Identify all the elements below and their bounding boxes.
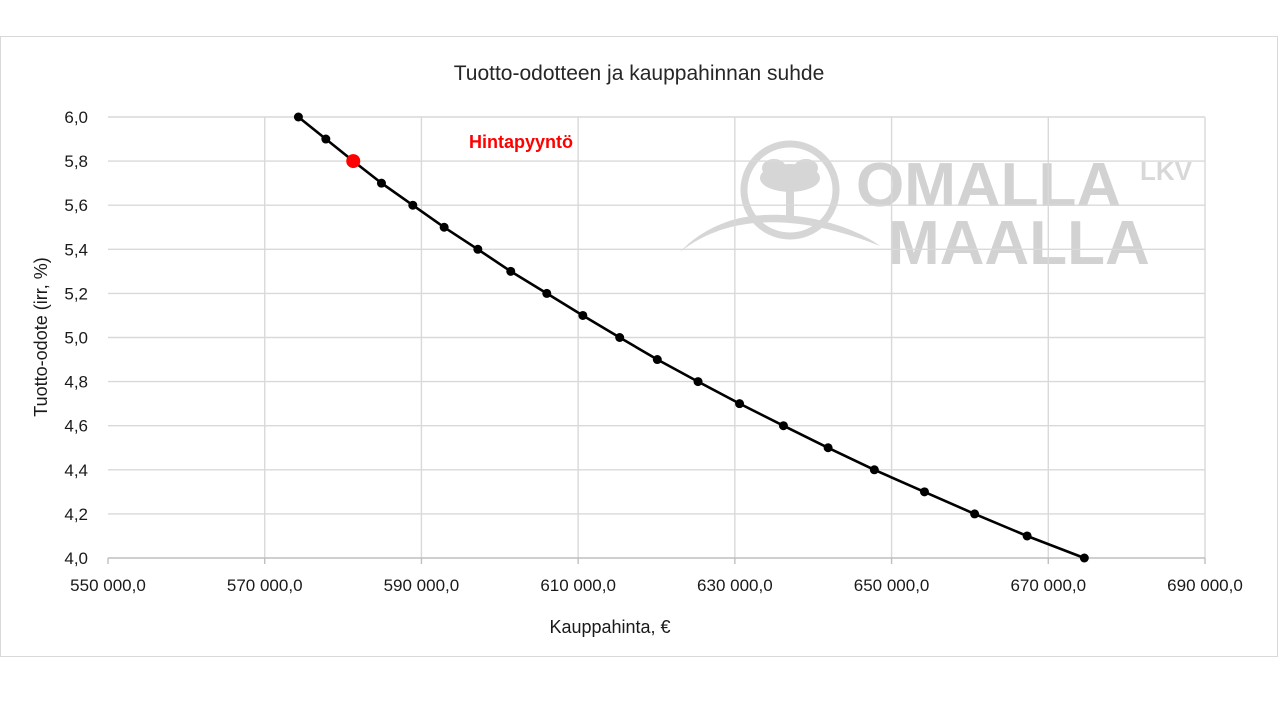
y-tick-label: 5,6	[64, 196, 88, 215]
y-tick-label: 4,4	[64, 461, 88, 480]
data-point	[1079, 553, 1089, 563]
data-point	[919, 487, 929, 497]
data-point	[1022, 531, 1032, 541]
data-point	[869, 465, 879, 475]
watermark-logo: OMALLA MAALLA LKV	[680, 140, 1193, 278]
y-tick-label: 5,8	[64, 152, 88, 171]
tree-icon	[760, 159, 820, 218]
chart-title: Tuotto-odotteen ja kauppahinnan suhde	[454, 62, 825, 85]
data-point	[735, 399, 745, 409]
grid-lines	[108, 116, 1206, 558]
chart-frame	[0, 36, 1278, 657]
y-tick-label: 5,0	[64, 329, 88, 348]
data-point	[823, 443, 833, 453]
axes	[107, 557, 1206, 564]
x-tick-label: 610 000,0	[540, 576, 616, 595]
highlight-point	[346, 154, 361, 169]
y-tick-label: 4,6	[64, 417, 88, 436]
x-tick-label: 550 000,0	[70, 576, 146, 595]
y-tick-label: 4,0	[64, 549, 88, 568]
y-tick-labels: 6,0 5,8 5,6 5,4 5,2 5,0 4,8 4,6 4,4 4,2 4,0	[64, 108, 88, 568]
y-tick-label: 6,0	[64, 108, 88, 127]
y-tick-label: 4,2	[64, 505, 88, 524]
x-tick-label: 630 000,0	[697, 576, 773, 595]
x-tick-label: 670 000,0	[1010, 576, 1086, 595]
data-point	[473, 244, 483, 254]
y-tick-label: 4,8	[64, 373, 88, 392]
y-tick-label: 5,2	[64, 284, 88, 303]
data-point	[693, 377, 703, 387]
y-axis-label: Tuotto-odote (irr, %)	[31, 257, 51, 416]
data-point	[578, 310, 588, 320]
y-tick-label: 5,4	[64, 240, 88, 259]
data-point	[970, 509, 980, 519]
data-point	[506, 266, 516, 276]
data-point	[293, 112, 303, 122]
watermark-line1: OMALLA	[856, 151, 1121, 220]
logo-ring	[740, 140, 840, 240]
data-point	[542, 288, 552, 298]
data-point	[652, 355, 662, 365]
annotation-hintapyynto: Hintapyyntö	[469, 132, 573, 152]
watermark-line2: MAALLA	[888, 209, 1150, 278]
x-tick-label: 650 000,0	[854, 576, 930, 595]
x-tick-labels: 550 000,0 570 000,0 590 000,0 610 000,0 630 …	[70, 576, 1243, 595]
data-point	[321, 134, 331, 144]
x-tick-label: 590 000,0	[384, 576, 460, 595]
x-tick-label: 570 000,0	[227, 576, 303, 595]
data-point	[408, 200, 418, 210]
data-point	[778, 421, 788, 431]
data-point	[439, 222, 449, 232]
x-axis-label: Kauppahinta, €	[549, 617, 670, 637]
data-points	[293, 112, 1089, 563]
data-point	[615, 333, 625, 342]
wave-icon	[680, 214, 880, 252]
x-tick-label: 690 000,0	[1167, 576, 1243, 595]
data-point	[376, 178, 386, 188]
